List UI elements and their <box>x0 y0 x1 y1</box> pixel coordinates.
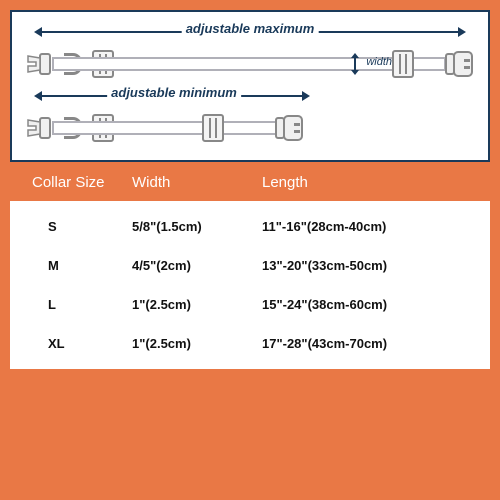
slider-icon <box>202 114 224 142</box>
header-width: Width <box>132 174 262 191</box>
slider-icon <box>392 50 414 78</box>
buckle-female-icon <box>274 114 304 142</box>
collar-max: width <box>24 44 476 84</box>
table-header: Collar Size Width Length <box>10 162 490 201</box>
cell-width: 1"(2.5cm) <box>132 336 262 351</box>
header-length: Length <box>262 174 468 191</box>
header-size: Collar Size <box>32 174 132 191</box>
cell-size: M <box>32 258 132 273</box>
arrow-min-label: adjustable minimum <box>107 85 241 100</box>
table-row: M 4/5"(2cm) 13"-20"(33cm-50cm) <box>10 246 490 285</box>
cell-size: L <box>32 297 132 312</box>
table-row: L 1"(2.5cm) 15"-24"(38cm-60cm) <box>10 285 490 324</box>
cell-length: 11"-16"(28cm-40cm) <box>262 219 468 234</box>
strap <box>52 121 292 135</box>
cell-size: S <box>32 219 132 234</box>
cell-width: 5/8"(1.5cm) <box>132 219 262 234</box>
buckle-male-icon <box>26 114 52 142</box>
arrow-min: adjustable minimum <box>24 86 476 106</box>
width-label: width <box>366 56 392 68</box>
arrow-max: adjustable maximum <box>24 22 476 42</box>
cell-length: 17"-28"(43cm-70cm) <box>262 336 468 351</box>
collar-min <box>24 108 476 148</box>
collar-diagram: adjustable maximum width <box>10 10 490 162</box>
cell-size: XL <box>32 336 132 351</box>
cell-width: 4/5"(2cm) <box>132 258 262 273</box>
width-arrow-icon <box>354 57 356 71</box>
buckle-male-icon <box>26 50 52 78</box>
cell-width: 1"(2.5cm) <box>132 297 262 312</box>
table-row: XL 1"(2.5cm) 17"-28"(43cm-70cm) <box>10 324 490 363</box>
buckle-female-icon <box>444 50 474 78</box>
cell-length: 15"-24"(38cm-60cm) <box>262 297 468 312</box>
product-size-card: adjustable maximum width <box>0 0 500 500</box>
table-row: S 5/8"(1.5cm) 11"-16"(28cm-40cm) <box>10 207 490 246</box>
arrow-max-label: adjustable maximum <box>182 21 319 36</box>
size-table: S 5/8"(1.5cm) 11"-16"(28cm-40cm) M 4/5"(… <box>10 201 490 369</box>
cell-length: 13"-20"(33cm-50cm) <box>262 258 468 273</box>
